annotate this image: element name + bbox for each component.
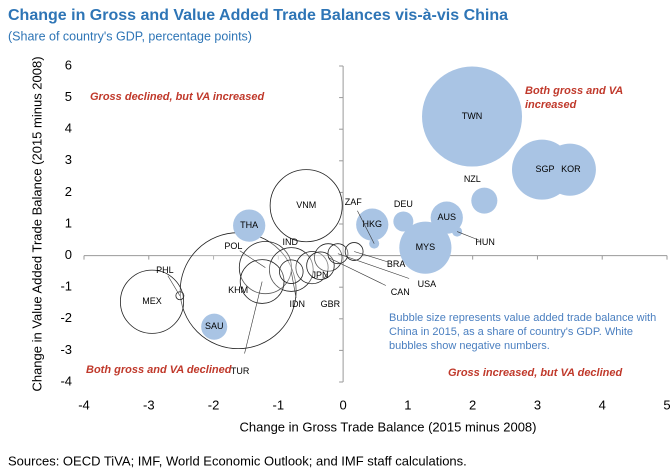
leader-line: [457, 231, 480, 241]
bubble-label: MEX: [142, 296, 162, 306]
bubble: [471, 187, 498, 214]
quadrant-label: increased: [525, 99, 577, 111]
leader-line: [357, 210, 375, 244]
bubble-label: GBR: [321, 299, 341, 309]
quadrant-label: Both gross and VA: [525, 85, 623, 97]
bubble: [201, 313, 228, 340]
x-tick-label: -3: [143, 397, 155, 412]
leader-line: [354, 251, 388, 263]
y-tick-label: 6: [65, 57, 72, 72]
x-tick-label: -4: [78, 397, 90, 412]
bubble: [233, 209, 266, 242]
bubble-label: IDN: [290, 299, 306, 309]
y-tick-label: 2: [65, 184, 72, 199]
quadrant-label: Gross declined, but VA increased: [90, 91, 264, 103]
bubble-label: TUR: [231, 366, 250, 376]
y-tick-label: -2: [60, 310, 72, 325]
bubble-label: ZAF: [345, 197, 363, 207]
bubble: [306, 251, 335, 280]
bubble-label: HKG: [363, 219, 383, 229]
x-tick-label: 5: [663, 397, 670, 412]
bubble: [295, 251, 329, 285]
x-tick-label: 3: [534, 397, 541, 412]
x-tick-label: 1: [404, 397, 411, 412]
y-tick-label: -3: [60, 342, 72, 357]
y-tick-label: 5: [65, 89, 72, 104]
x-tick-label: 0: [339, 397, 346, 412]
bubble: [543, 143, 596, 196]
bubble-label: SAU: [205, 321, 224, 331]
bubble: [327, 243, 349, 265]
x-tick-label: -2: [208, 397, 220, 412]
bubble-label: MYS: [416, 242, 436, 252]
leader-line: [167, 275, 181, 296]
x-tick-label: -1: [273, 397, 285, 412]
bubble: [119, 269, 185, 334]
bubble-label: SGP: [535, 164, 554, 174]
y-axis-label: Change in Value Added Trade Balance (201…: [29, 56, 44, 391]
bubble-label: THA: [240, 220, 258, 230]
chart-title: Change in Gross and Value Added Trade Ba…: [8, 7, 508, 24]
chart-subtitle: (Share of country's GDP, percentage poin…: [8, 29, 252, 43]
bubble: [430, 201, 463, 234]
y-tick-label: -1: [60, 279, 72, 294]
leader-line: [290, 271, 297, 299]
bubble-label: IND: [283, 237, 299, 247]
note: Bubble size represents value added trade…: [389, 312, 656, 324]
bubble-label: NZL: [464, 174, 481, 184]
leader-line: [337, 253, 410, 279]
bubble: [356, 208, 389, 241]
source: Sources: OECD TiVA; IMF, World Economic …: [8, 453, 467, 468]
bubble-label: AUS: [437, 212, 456, 222]
x-axis-label: Change in Gross Trade Balance (2015 minu…: [239, 419, 536, 434]
bubble: [393, 211, 414, 232]
x-tick-label: 4: [599, 397, 606, 412]
leader-line: [239, 250, 266, 268]
bubble: [422, 66, 523, 167]
bubble-label: VNM: [296, 200, 316, 210]
bubble-label: HUN: [475, 237, 495, 247]
bubble-label: JPN: [312, 270, 329, 280]
y-tick-label: 0: [65, 247, 72, 262]
note: China in 2015, as a share of country's G…: [389, 326, 633, 338]
bubble-label: DEU: [394, 199, 413, 209]
bubble-label: KHM: [228, 285, 248, 295]
bubble-label: PHL: [156, 265, 174, 275]
bubble-label: CAN: [391, 287, 410, 297]
leader-line: [328, 257, 386, 286]
leader-line: [244, 281, 263, 354]
note: bubbles show negative numbers.: [389, 340, 550, 352]
y-tick-label: 1: [65, 215, 72, 230]
bubble-label: POL: [224, 241, 242, 251]
x-tick-label: 2: [469, 397, 476, 412]
bubble-label: TWN: [462, 111, 483, 121]
y-tick-label: -4: [60, 373, 72, 388]
bubble-label: KOR: [561, 164, 581, 174]
quadrant-label: Both gross and VA declined: [86, 364, 232, 376]
bubble: [399, 221, 452, 274]
bubble-label: BRA: [387, 259, 406, 269]
bubble: [269, 169, 343, 243]
bubble-label: USA: [418, 279, 437, 289]
quadrant-label: Gross increased, but VA declined: [448, 367, 622, 379]
y-tick-label: 3: [65, 152, 72, 167]
y-tick-label: 4: [65, 121, 72, 136]
